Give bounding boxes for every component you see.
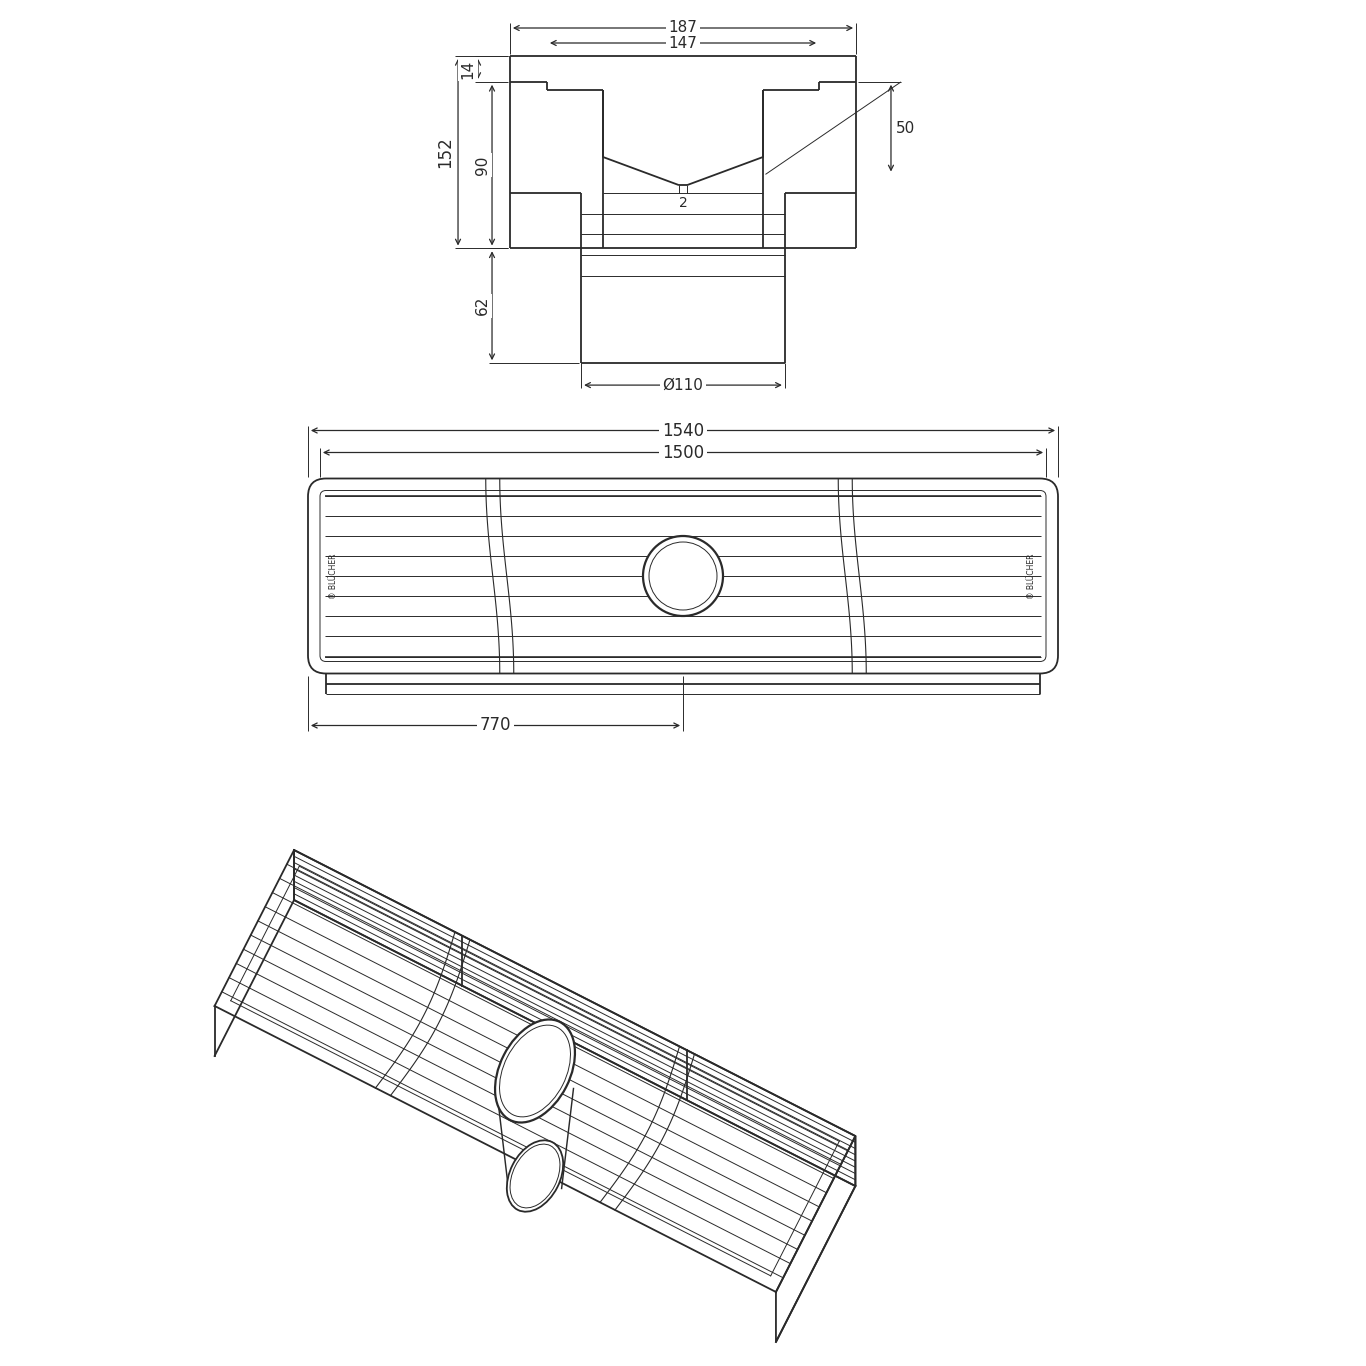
- Text: ® BLÜCHER: ® BLÜCHER: [329, 553, 339, 598]
- Text: 2: 2: [679, 197, 687, 210]
- Text: 1540: 1540: [663, 422, 703, 440]
- Text: ® BLÜCHER: ® BLÜCHER: [1027, 553, 1037, 598]
- Text: 62: 62: [474, 296, 489, 316]
- Circle shape: [643, 535, 723, 616]
- Text: 50: 50: [896, 120, 915, 135]
- Text: 152: 152: [436, 137, 454, 168]
- Text: Ø110: Ø110: [663, 377, 703, 392]
- Ellipse shape: [507, 1141, 563, 1212]
- Text: 1500: 1500: [663, 444, 703, 462]
- Text: 770: 770: [479, 717, 511, 735]
- Text: 14: 14: [460, 59, 475, 79]
- Text: 90: 90: [474, 156, 489, 175]
- Text: 187: 187: [668, 20, 698, 36]
- Ellipse shape: [494, 1019, 575, 1123]
- Text: 147: 147: [668, 36, 698, 51]
